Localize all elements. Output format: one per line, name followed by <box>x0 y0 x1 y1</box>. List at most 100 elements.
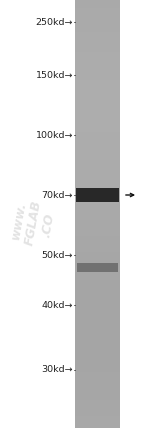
Bar <box>75 172 120 176</box>
Bar <box>75 412 120 416</box>
Bar <box>75 372 120 376</box>
Bar <box>75 236 120 240</box>
Bar <box>75 272 120 276</box>
Bar <box>75 92 120 96</box>
Bar <box>75 296 120 300</box>
Bar <box>75 408 120 412</box>
Bar <box>75 56 120 60</box>
Bar <box>75 188 120 192</box>
Bar <box>75 100 120 104</box>
Bar <box>75 424 120 428</box>
Bar <box>75 308 120 312</box>
Bar <box>75 68 120 72</box>
Bar <box>75 0 120 428</box>
Bar <box>75 128 120 132</box>
Bar <box>75 136 120 140</box>
Bar <box>75 196 120 200</box>
Bar <box>75 284 120 288</box>
Bar <box>75 216 120 220</box>
Bar <box>75 40 120 44</box>
Bar <box>75 360 120 364</box>
Bar <box>75 32 120 36</box>
Bar <box>75 228 120 232</box>
Bar <box>75 12 120 16</box>
Bar <box>75 44 120 48</box>
Bar <box>75 400 120 404</box>
Bar <box>75 36 120 40</box>
Bar <box>75 232 120 236</box>
Bar <box>75 220 120 224</box>
Bar <box>75 24 120 28</box>
Bar <box>75 320 120 324</box>
Bar <box>75 132 120 136</box>
Bar <box>75 208 120 212</box>
Bar <box>75 336 120 340</box>
Bar <box>75 60 120 64</box>
Bar <box>75 324 120 328</box>
Text: 250kd→: 250kd→ <box>36 18 73 27</box>
Bar <box>75 280 120 284</box>
Bar <box>75 64 120 68</box>
Bar <box>75 28 120 32</box>
Bar <box>75 104 120 108</box>
Bar <box>75 4 120 8</box>
Bar <box>75 304 120 308</box>
Bar <box>75 200 120 204</box>
Bar <box>75 332 120 336</box>
Bar <box>75 112 120 116</box>
Text: 40kd→: 40kd→ <box>42 300 73 309</box>
Text: 50kd→: 50kd→ <box>42 250 73 259</box>
Bar <box>75 176 120 180</box>
Bar <box>75 240 120 244</box>
Bar <box>75 348 120 352</box>
Bar <box>75 8 120 12</box>
Bar <box>75 180 120 184</box>
Bar <box>75 184 120 188</box>
Bar <box>75 260 120 264</box>
Bar <box>75 380 120 384</box>
Bar <box>75 256 120 260</box>
Bar <box>75 340 120 344</box>
Bar <box>75 144 120 148</box>
Text: 70kd→: 70kd→ <box>42 190 73 199</box>
Bar <box>75 244 120 248</box>
Text: 30kd→: 30kd→ <box>41 366 73 374</box>
Bar <box>75 168 120 172</box>
Bar <box>76 188 119 202</box>
Bar <box>75 76 120 80</box>
Bar <box>75 164 120 168</box>
Bar <box>75 388 120 392</box>
Bar <box>75 364 120 368</box>
Bar <box>75 420 120 424</box>
Bar <box>75 192 120 196</box>
Bar <box>75 328 120 332</box>
Bar <box>75 116 120 120</box>
Bar <box>75 160 120 164</box>
Bar <box>75 248 120 252</box>
Bar <box>75 124 120 128</box>
Bar <box>75 252 120 256</box>
Bar <box>75 84 120 88</box>
Bar <box>75 224 120 228</box>
Bar <box>75 268 120 272</box>
Bar <box>75 212 120 216</box>
Bar <box>75 72 120 76</box>
Bar <box>75 156 120 160</box>
Bar <box>75 316 120 320</box>
Bar <box>75 108 120 112</box>
Bar <box>75 80 120 84</box>
Bar <box>75 288 120 292</box>
Bar <box>75 404 120 408</box>
Bar <box>75 352 120 356</box>
Bar <box>75 48 120 52</box>
Text: 100kd→: 100kd→ <box>36 131 73 140</box>
Bar <box>75 300 120 304</box>
Bar <box>75 356 120 360</box>
Bar <box>75 140 120 144</box>
Bar <box>75 344 120 348</box>
Bar <box>75 396 120 400</box>
Bar <box>75 292 120 296</box>
Bar <box>77 263 118 272</box>
Bar <box>75 148 120 152</box>
Bar <box>75 276 120 280</box>
